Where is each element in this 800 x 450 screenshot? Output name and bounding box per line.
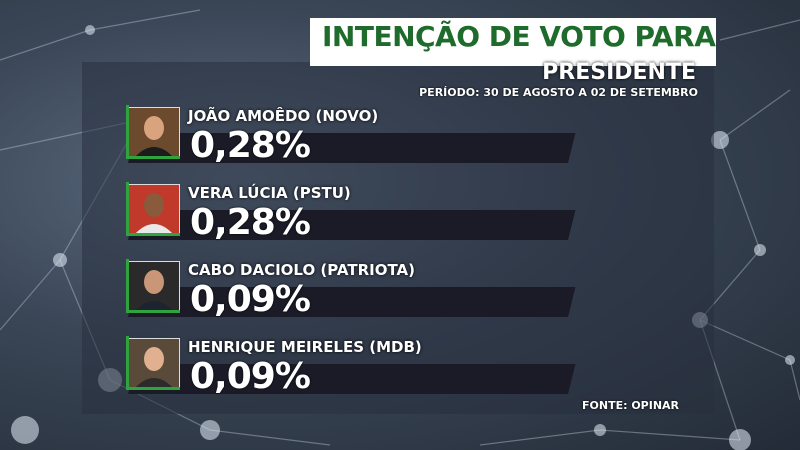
source-label: FONTE: OPINAR bbox=[582, 399, 680, 412]
candidate-name: JOÃO AMOÊDO (NOVO) bbox=[188, 107, 379, 125]
candidate-name: HENRIQUE MEIRELES (MDB) bbox=[188, 338, 422, 356]
data-label: 0,09% bbox=[190, 356, 311, 397]
period-label: PERÍODO: 30 DE AGOSTO A 02 DE SETEMBRO bbox=[419, 86, 698, 99]
title-banner bbox=[310, 18, 716, 66]
candidate-row: VERA LÚCIA (PSTU) 0,28% bbox=[126, 182, 578, 254]
candidate-photo bbox=[128, 184, 180, 236]
chart-title: INTENÇÃO DE VOTO PARA bbox=[322, 20, 716, 53]
candidate-row: JOÃO AMOÊDO (NOVO) 0,28% bbox=[126, 105, 578, 177]
data-label: 0,09% bbox=[190, 279, 311, 320]
candidate-row: CABO DACIOLO (PATRIOTA) 0,09% bbox=[126, 259, 578, 331]
candidate-row: HENRIQUE MEIRELES (MDB) 0,09% bbox=[126, 336, 578, 408]
candidate-name: CABO DACIOLO (PATRIOTA) bbox=[188, 261, 415, 279]
chart-subtitle: PRESIDENTE bbox=[542, 60, 696, 85]
person-icon bbox=[129, 339, 179, 389]
candidate-photo bbox=[128, 338, 180, 390]
person-icon bbox=[129, 108, 179, 158]
data-label: 0,28% bbox=[190, 125, 311, 166]
person-icon bbox=[129, 262, 179, 312]
candidate-photo bbox=[128, 261, 180, 313]
candidate-photo bbox=[128, 107, 180, 159]
data-label: 0,28% bbox=[190, 202, 311, 243]
person-icon bbox=[129, 185, 179, 235]
candidate-name: VERA LÚCIA (PSTU) bbox=[188, 184, 351, 202]
